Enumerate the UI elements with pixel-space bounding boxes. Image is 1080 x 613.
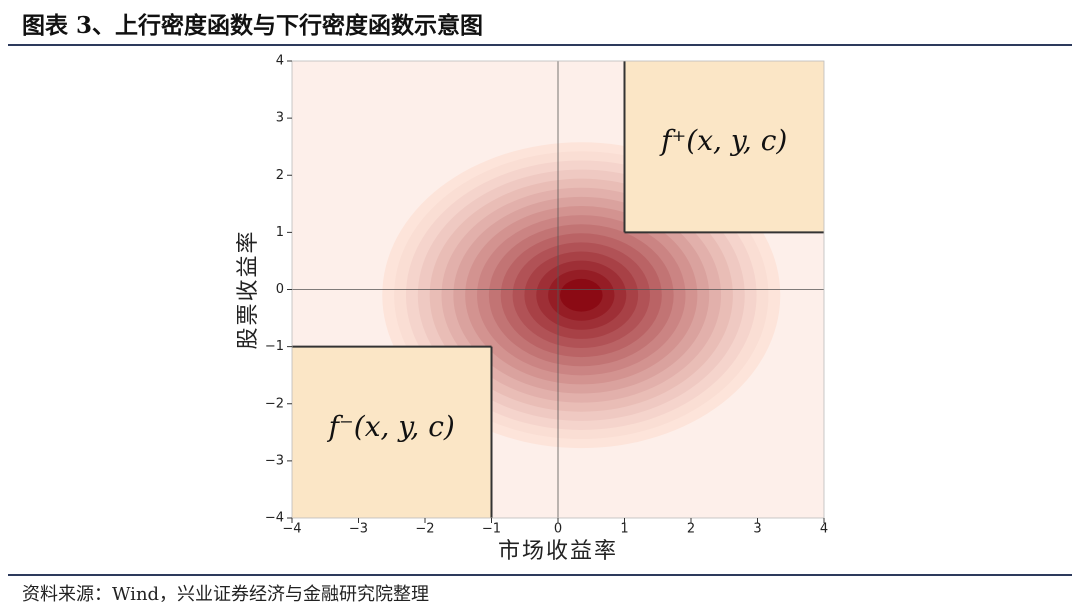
source: 资料来源：Wind，兴业证券经济与金融研究院整理	[22, 584, 429, 605]
y-axis-label: 股票收益率	[236, 229, 261, 349]
region	[624, 61, 824, 233]
region-label: f⁺(x, y, c)	[659, 124, 787, 157]
y-tick-label: −3	[265, 453, 284, 468]
y-tick-label: −2	[265, 396, 284, 411]
plot: f⁺(x, y, c) f⁻(x, y, c) −4 −3 −2 −1 0 1 2 3 4 −4 −3 −…	[236, 54, 828, 565]
x-tick-label: 2	[687, 522, 695, 537]
region	[292, 346, 492, 518]
density-contour	[559, 278, 603, 312]
y-tick-label: −1	[265, 339, 284, 354]
x-tick-label: 4	[820, 522, 828, 537]
x-tick-label: −3	[349, 522, 368, 537]
y-tick-label: 3	[276, 111, 284, 126]
y-tick-label: −4	[265, 511, 284, 526]
y-tick-label: 2	[276, 168, 284, 183]
y-tick-label: 1	[276, 225, 284, 240]
chart-title: 图表 3、上行密度函数与下行密度函数示意图	[22, 12, 483, 39]
y-tick-label: 0	[276, 282, 284, 297]
x-tick-label: 3	[753, 522, 761, 537]
y-tick-label: 4	[276, 54, 284, 69]
x-tick-label: −4	[282, 522, 301, 537]
x-tick-label: −1	[482, 522, 501, 537]
x-tick-label: 0	[554, 522, 562, 537]
x-tick-label: 1	[620, 522, 628, 537]
region-label: f⁻(x, y, c)	[327, 410, 455, 443]
x-tick-label: −2	[415, 522, 434, 537]
x-axis-label: 市场收益率	[498, 539, 618, 564]
